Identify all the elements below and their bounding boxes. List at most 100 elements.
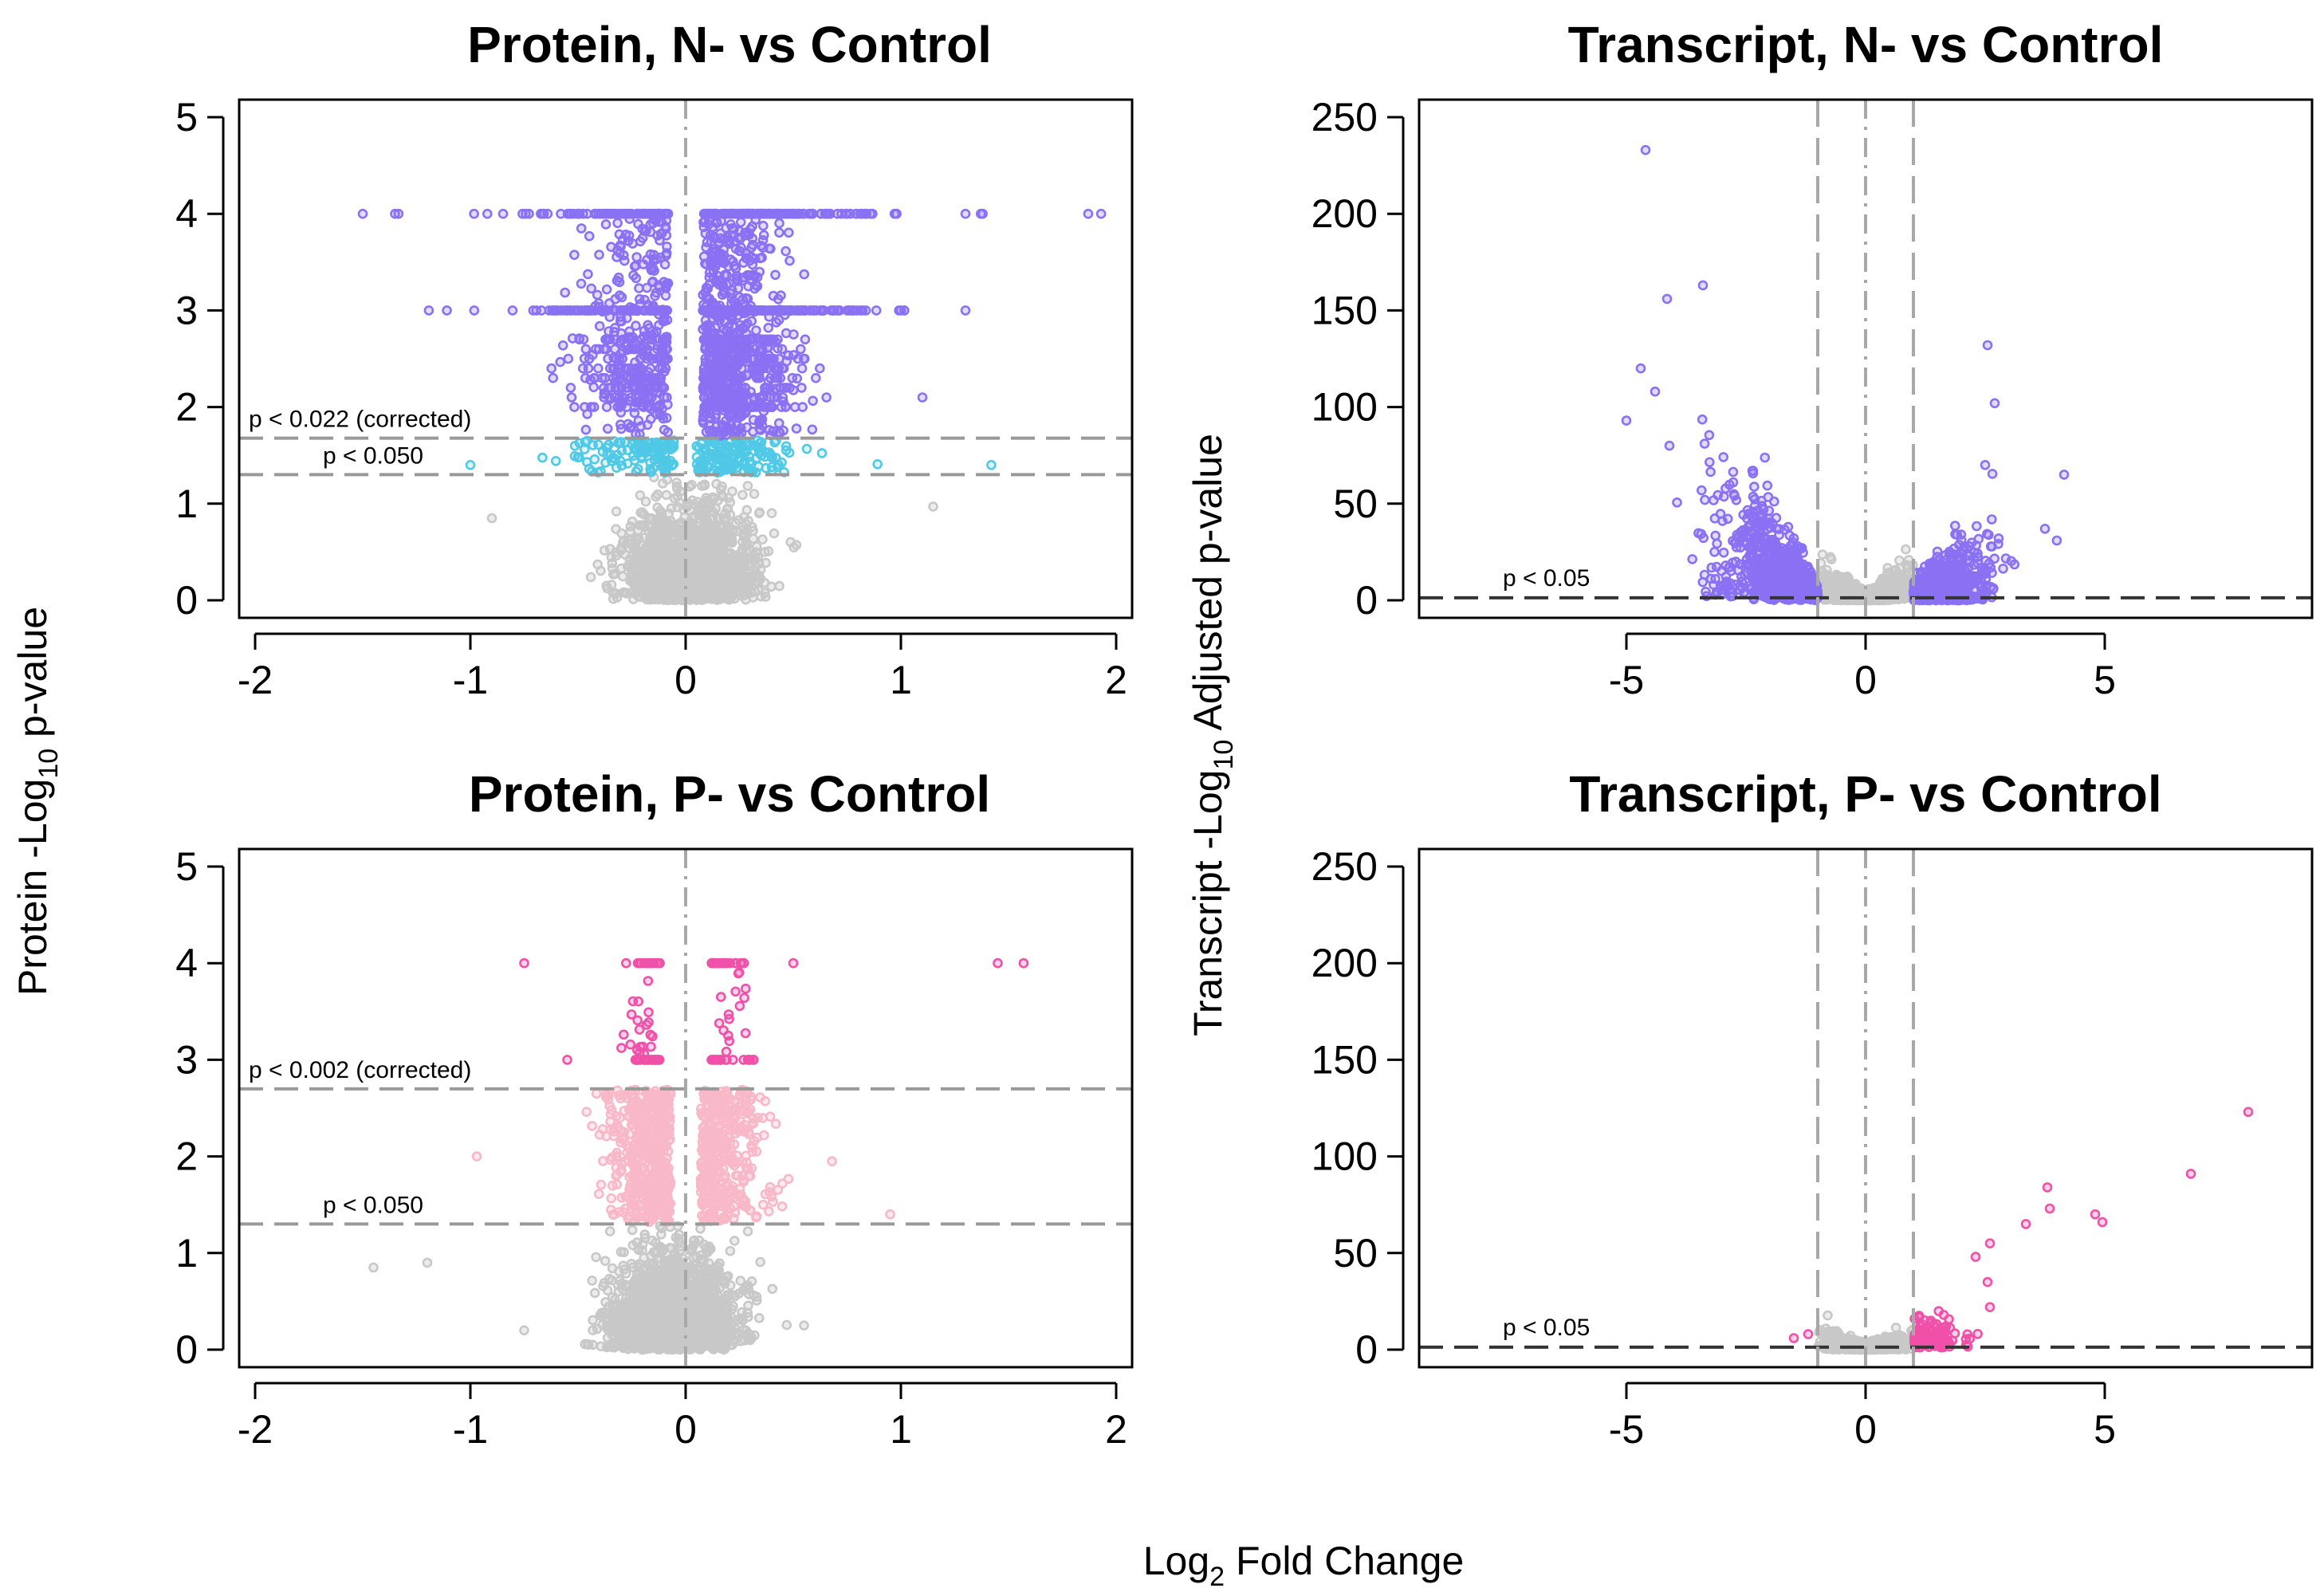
data-point	[635, 556, 646, 566]
data-point	[719, 269, 730, 281]
data-point	[698, 222, 710, 233]
data-point	[711, 421, 722, 432]
data-point	[726, 219, 736, 230]
data-point	[594, 250, 604, 260]
data-point	[653, 514, 664, 525]
data-point	[851, 305, 862, 316]
data-point	[591, 208, 601, 219]
data-point	[749, 394, 760, 405]
data-point	[665, 540, 675, 550]
data-point	[631, 261, 641, 271]
data-point	[701, 426, 712, 438]
x-tick-label: 2	[1105, 658, 1127, 702]
ylabel-transcript-main: Transcript -Log	[1186, 770, 1230, 1036]
data-point	[1901, 544, 1911, 555]
data-point	[652, 489, 663, 500]
data-point	[536, 208, 547, 219]
data-point	[648, 250, 659, 261]
data-point	[631, 533, 642, 543]
data-point	[742, 481, 753, 491]
data-point	[628, 594, 639, 604]
data-point	[765, 243, 776, 254]
data-point	[639, 226, 651, 237]
data-point	[801, 443, 812, 454]
x-tick-label: -1	[453, 658, 488, 702]
data-point	[661, 336, 672, 348]
data-point	[698, 415, 709, 426]
data-point	[651, 387, 663, 398]
panel-protein-n: Protein, N- vs Control p < 0.022 (correc…	[175, 16, 1134, 702]
data-point	[865, 208, 875, 219]
data-point	[797, 208, 808, 219]
data-point	[753, 447, 765, 458]
data-point	[705, 257, 716, 268]
data-point	[774, 580, 784, 592]
data-point	[753, 585, 764, 596]
data-point	[798, 353, 809, 364]
data-point	[629, 407, 640, 419]
shared-ylabel-transcript: Transcript -Log10 Adjusted p-value	[1186, 434, 1239, 1036]
data-point	[550, 455, 561, 466]
data-point	[796, 305, 807, 316]
data-point	[560, 287, 571, 298]
data-point	[702, 370, 714, 381]
data-point	[810, 372, 821, 383]
data-point	[589, 454, 600, 465]
data-point	[851, 208, 862, 219]
data-point	[707, 378, 718, 389]
data-point	[1760, 452, 1770, 463]
data-point	[816, 448, 828, 458]
data-point	[592, 363, 604, 374]
data-point	[1823, 580, 1834, 592]
data-point	[779, 383, 789, 393]
data-point	[807, 424, 818, 435]
data-point	[764, 312, 775, 322]
data-point	[815, 363, 825, 374]
data-point	[769, 528, 780, 539]
data-point	[632, 464, 643, 474]
data-point	[821, 208, 832, 219]
data-point	[667, 572, 677, 583]
data-point	[667, 460, 678, 471]
data-point	[745, 558, 757, 569]
data-point	[649, 579, 660, 590]
data-point	[773, 418, 784, 429]
data-point	[744, 451, 755, 462]
data-point	[698, 503, 709, 514]
data-point	[597, 446, 608, 458]
data-point	[735, 320, 745, 331]
data-point	[713, 495, 723, 506]
data-point	[705, 538, 715, 549]
data-point	[639, 325, 650, 336]
data-point	[469, 208, 479, 219]
data-point	[565, 383, 576, 393]
data-point	[633, 218, 643, 230]
data-point	[733, 283, 744, 294]
data-point	[626, 421, 637, 432]
data-point	[721, 591, 731, 601]
data-point	[614, 277, 625, 288]
data-point	[757, 534, 768, 545]
data-point	[650, 372, 660, 383]
data-point	[584, 230, 595, 242]
y-tick-label: 3	[175, 288, 198, 332]
data-point	[754, 418, 765, 429]
data-point	[630, 371, 640, 383]
data-point	[773, 343, 783, 354]
data-point	[566, 392, 577, 403]
data-point	[977, 208, 988, 219]
data-point	[601, 580, 612, 592]
data-point	[783, 227, 794, 238]
data-point	[555, 356, 566, 368]
data-point	[722, 335, 733, 346]
data-point	[817, 305, 828, 316]
data-point	[551, 305, 562, 316]
data-point	[659, 355, 670, 365]
data-point	[765, 358, 776, 368]
data-point	[635, 340, 645, 351]
data-point	[607, 563, 618, 574]
data-point	[1705, 466, 1716, 478]
data-point	[770, 269, 781, 281]
data-point	[611, 252, 622, 262]
